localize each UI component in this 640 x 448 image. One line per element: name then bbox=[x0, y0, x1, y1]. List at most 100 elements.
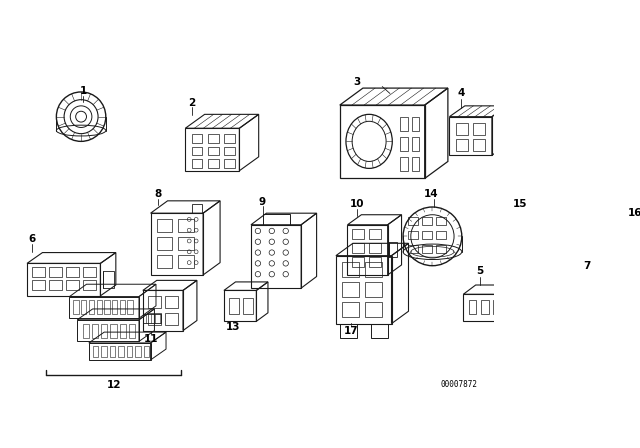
Bar bbox=[109, 346, 115, 357]
Bar bbox=[148, 296, 161, 308]
Text: 3: 3 bbox=[353, 77, 360, 87]
Bar bbox=[112, 301, 117, 314]
Bar bbox=[127, 346, 132, 357]
Bar bbox=[83, 280, 96, 290]
Bar bbox=[340, 105, 425, 178]
Bar bbox=[591, 226, 598, 236]
Bar bbox=[77, 320, 139, 341]
Text: 11: 11 bbox=[144, 334, 159, 344]
Bar bbox=[371, 323, 388, 337]
Bar bbox=[97, 301, 102, 314]
Bar bbox=[352, 229, 364, 239]
Bar bbox=[422, 217, 431, 225]
Bar bbox=[89, 301, 94, 314]
Bar bbox=[342, 262, 359, 277]
Bar bbox=[408, 231, 418, 239]
Bar bbox=[83, 323, 89, 337]
Bar bbox=[365, 282, 382, 297]
Bar bbox=[224, 159, 235, 168]
Bar bbox=[179, 220, 194, 233]
Bar bbox=[143, 346, 149, 357]
Bar bbox=[101, 346, 107, 357]
Bar bbox=[412, 116, 419, 130]
Bar bbox=[74, 301, 79, 314]
Bar bbox=[191, 204, 202, 213]
Bar bbox=[369, 243, 381, 253]
Bar bbox=[67, 280, 79, 290]
Bar bbox=[191, 134, 202, 143]
Bar bbox=[111, 323, 116, 337]
Bar bbox=[449, 116, 492, 155]
Bar bbox=[456, 139, 468, 151]
Bar bbox=[591, 239, 598, 249]
Bar bbox=[262, 214, 289, 225]
Bar bbox=[120, 301, 125, 314]
Text: 15: 15 bbox=[513, 199, 527, 209]
Bar bbox=[369, 257, 381, 267]
Bar bbox=[104, 301, 109, 314]
Bar bbox=[436, 217, 445, 225]
Bar bbox=[101, 323, 108, 337]
Bar bbox=[352, 243, 364, 253]
Bar bbox=[468, 301, 476, 314]
Bar bbox=[400, 137, 408, 151]
Bar bbox=[408, 245, 418, 253]
Bar bbox=[578, 219, 601, 262]
Bar bbox=[81, 301, 86, 314]
Bar bbox=[49, 280, 62, 290]
Bar bbox=[143, 314, 161, 323]
Bar bbox=[89, 343, 150, 360]
Bar bbox=[580, 253, 588, 262]
Bar bbox=[422, 231, 431, 239]
Bar bbox=[118, 346, 124, 357]
Bar bbox=[243, 298, 253, 314]
Bar bbox=[463, 294, 504, 320]
Text: 1: 1 bbox=[80, 86, 87, 96]
Bar bbox=[179, 255, 194, 268]
Bar bbox=[348, 225, 388, 275]
Text: 9: 9 bbox=[259, 197, 266, 207]
Bar bbox=[49, 267, 62, 277]
Bar bbox=[67, 267, 79, 277]
Bar bbox=[389, 242, 397, 257]
Bar bbox=[127, 301, 133, 314]
Bar bbox=[336, 256, 392, 323]
Bar bbox=[224, 134, 235, 143]
Bar bbox=[70, 297, 139, 318]
Bar bbox=[591, 253, 598, 262]
Bar bbox=[165, 313, 178, 325]
Bar bbox=[365, 262, 382, 277]
Text: 14: 14 bbox=[424, 189, 438, 199]
Bar bbox=[83, 267, 96, 277]
Bar bbox=[412, 137, 419, 151]
Bar bbox=[27, 263, 100, 296]
Bar bbox=[352, 257, 364, 267]
Bar bbox=[150, 213, 203, 275]
Bar bbox=[456, 123, 468, 135]
Text: 6: 6 bbox=[29, 234, 36, 244]
Bar bbox=[33, 267, 45, 277]
Bar bbox=[208, 147, 218, 155]
Bar bbox=[436, 245, 445, 253]
Bar bbox=[369, 229, 381, 239]
Text: 8: 8 bbox=[155, 189, 162, 199]
Bar bbox=[412, 157, 419, 171]
Bar bbox=[229, 298, 239, 314]
Bar bbox=[135, 346, 141, 357]
Bar bbox=[472, 139, 485, 151]
Bar bbox=[251, 225, 301, 288]
Bar bbox=[93, 346, 98, 357]
Bar bbox=[165, 296, 178, 308]
Bar bbox=[575, 290, 618, 327]
Bar bbox=[148, 313, 161, 325]
Text: 7: 7 bbox=[583, 261, 591, 271]
Bar bbox=[340, 323, 356, 337]
Bar bbox=[157, 255, 172, 268]
Bar bbox=[92, 323, 98, 337]
Bar bbox=[481, 301, 489, 314]
Bar bbox=[342, 282, 359, 297]
Text: 2: 2 bbox=[188, 98, 195, 108]
Bar bbox=[400, 116, 408, 130]
Bar bbox=[580, 239, 588, 249]
Text: 10: 10 bbox=[349, 199, 364, 209]
